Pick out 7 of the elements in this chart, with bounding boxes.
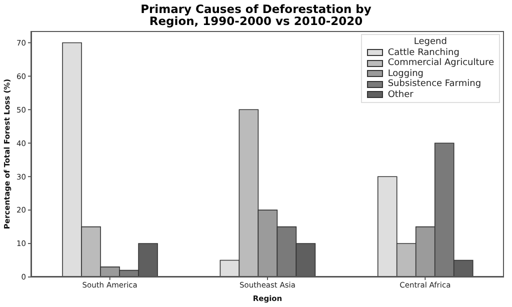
legend-label: Other xyxy=(388,90,414,100)
legend-label: Subsistence Farming xyxy=(388,79,482,90)
legend-label: Logging xyxy=(388,68,424,79)
legend-label: Cattle Ranching xyxy=(388,48,460,58)
chart-title: Primary Causes of Deforestation by Region, 1990-2000 vs 2010-2020 xyxy=(140,2,372,28)
legend-label: Commercial Agriculture xyxy=(388,58,494,68)
legend-title: Legend xyxy=(412,37,448,48)
